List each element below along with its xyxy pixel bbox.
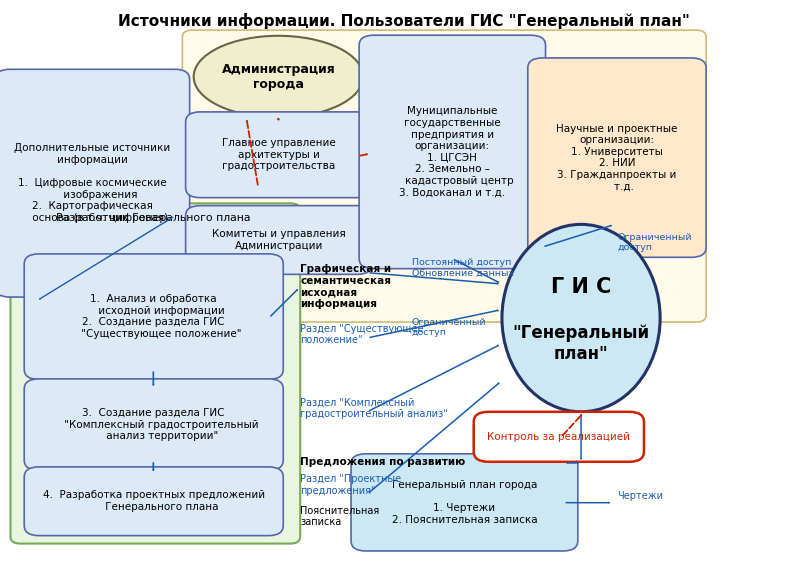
Text: Пояснительная
записка: Пояснительная записка [300, 506, 379, 527]
Text: 3.  Создание раздела ГИС
     "Комплексный градостроительный
     анализ террито: 3. Создание раздела ГИС "Комплексный гра… [48, 408, 259, 441]
Text: Генеральный план города

1. Чертежи
2. Пояснительная записка: Генеральный план города 1. Чертежи 2. По… [391, 480, 537, 525]
Text: Ограниченный
доступ: Ограниченный доступ [412, 318, 486, 337]
FancyBboxPatch shape [24, 379, 283, 470]
Text: Научные и проектные
организации:
1. Университеты
2. НИИ
3. Гражданпроекты и
    : Научные и проектные организации: 1. Унив… [556, 124, 678, 191]
Text: Администрация
города: Администрация города [222, 62, 335, 91]
Text: Чертежи: Чертежи [617, 491, 663, 502]
Text: Ограниченный
доступ: Ограниченный доступ [617, 233, 692, 252]
Text: Раздел "Проектные
предложения": Раздел "Проектные предложения" [300, 474, 401, 496]
Text: "Генеральный
план": "Генеральный план" [512, 324, 650, 363]
FancyBboxPatch shape [0, 69, 190, 297]
FancyBboxPatch shape [351, 454, 578, 551]
Ellipse shape [502, 224, 660, 412]
Text: 1.  Анализ и обработка
     исходной информации
2.  Создание раздела ГИС
     "С: 1. Анализ и обработка исходной информаци… [65, 294, 242, 339]
Ellipse shape [194, 36, 363, 118]
FancyBboxPatch shape [359, 35, 546, 269]
Text: Раздел "Комплексный
градостроительный анализ": Раздел "Комплексный градостроительный ан… [300, 398, 448, 419]
FancyBboxPatch shape [186, 206, 372, 274]
Text: Источники информации. Пользователи ГИС "Генеральный план": Источники информации. Пользователи ГИС "… [118, 13, 689, 29]
FancyBboxPatch shape [24, 467, 283, 536]
Text: Разработчик Генерального плана: Разработчик Генерального плана [56, 212, 251, 223]
Text: Предложения по развитию: Предложения по развитию [300, 457, 466, 467]
Text: Постоянный доступ
Обновление данных: Постоянный доступ Обновление данных [412, 258, 514, 278]
Text: Комитеты и управления
Администрации: Комитеты и управления Администрации [212, 229, 345, 251]
Text: Контроль за реализацией: Контроль за реализацией [487, 432, 630, 442]
Text: Г И С: Г И С [551, 277, 611, 297]
Text: Муниципальные
государственные
предприятия и
организации:
1. ЦГСЭН
2. Земельно –
: Муниципальные государственные предприяти… [391, 106, 513, 198]
Text: Раздел "Существующее
положение": Раздел "Существующее положение" [300, 324, 424, 345]
FancyBboxPatch shape [474, 412, 644, 462]
FancyBboxPatch shape [10, 203, 300, 544]
Text: Дополнительные источники
информации

1.  Цифровые космические
     изображения
2: Дополнительные источники информации 1. Ц… [15, 143, 170, 223]
Text: Главное управление
архитектуры и
градостроительства: Главное управление архитектуры и градост… [222, 138, 336, 172]
FancyBboxPatch shape [24, 254, 283, 379]
FancyBboxPatch shape [182, 30, 706, 322]
FancyBboxPatch shape [186, 112, 372, 198]
FancyBboxPatch shape [528, 58, 706, 257]
Text: 4.  Разработка проектных предложений
     Генерального плана: 4. Разработка проектных предложений Гене… [43, 490, 265, 512]
Text: Графическая и
семантическая
исходная
информация: Графическая и семантическая исходная инф… [300, 264, 391, 309]
